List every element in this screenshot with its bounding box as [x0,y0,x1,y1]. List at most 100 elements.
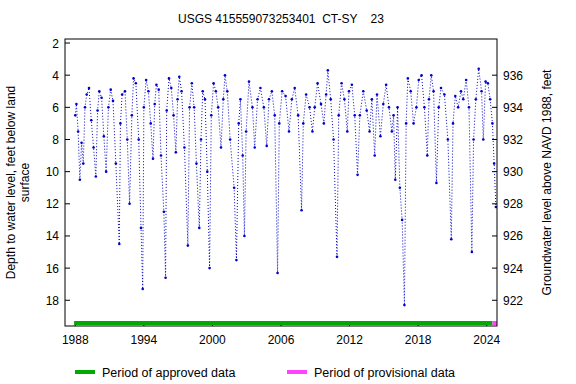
data-point [487,82,490,85]
data-point [472,138,475,141]
y-tick [65,300,70,301]
plot-frame [65,39,497,326]
data-point [77,130,80,133]
y-tick [65,139,70,140]
data-point [337,114,340,117]
y-tick-label: 10 [46,165,60,179]
data-point [95,175,98,178]
data-point [491,122,494,125]
data-point [426,154,429,157]
y-tick [65,235,70,236]
data-point [417,79,420,82]
data-point [200,138,203,141]
data-point [450,238,453,241]
y-tick-label: 18 [46,294,60,308]
data-point [462,98,465,101]
data-point [452,122,455,125]
background [0,0,576,384]
data-point [206,170,209,173]
data-point [198,227,201,230]
data-point [454,95,457,98]
y-tick [65,43,70,44]
y-axis-label: Depth to water level, feet below land [4,86,18,279]
data-point [248,80,251,83]
title: USGS 415559073253401 CT-SY 23 [178,12,384,26]
data-point [308,106,311,109]
data-point [191,82,194,85]
data-point [147,90,150,93]
data-point [396,106,399,109]
data-point [423,106,426,109]
data-point [175,151,178,154]
data-point [251,106,254,109]
data-point [118,243,121,246]
data-point [121,93,124,96]
data-point [233,186,236,189]
data-point [105,170,108,173]
data-point [141,288,144,291]
data-point [183,146,186,149]
data-point [98,90,101,93]
data-point [482,138,485,141]
data-point [293,87,296,90]
data-point [79,178,82,181]
data-point [259,87,262,90]
data-point [172,114,175,117]
data-point [403,304,406,307]
data-point [412,122,415,125]
data-point [212,82,215,85]
data-point [239,98,242,101]
data-point [340,82,343,85]
data-point [84,106,87,109]
y-tick [65,107,70,108]
legend-label: Period of provisional data [314,366,455,380]
data-point [109,88,112,91]
data-point [217,106,220,109]
y-tick-label: 8 [52,133,59,147]
data-point [119,122,122,125]
data-point [484,80,487,83]
data-point [302,122,305,125]
data-point [376,93,379,96]
data-point [112,100,115,103]
legend-label: Period of approved data [102,366,235,380]
data-point [297,114,300,117]
y2-tick [492,235,497,236]
x-tick-label: 2012 [336,333,363,347]
data-point [153,103,156,106]
data-point [288,130,291,133]
y2-tick-label: 934 [503,101,523,115]
data-point [329,98,332,101]
data-point [353,114,356,117]
data-point [131,114,134,117]
data-point [351,84,354,87]
data-point [135,82,138,85]
data-point [471,251,474,254]
data-point [126,138,129,141]
data-point [493,162,496,165]
y2-tick-label: 922 [503,294,523,308]
data-point [140,227,143,230]
data-point [128,203,131,206]
data-point [428,98,431,101]
y-tick [65,75,70,76]
data-point [346,130,349,133]
data-point [409,90,412,93]
data-point [157,88,160,91]
series-line [75,69,496,305]
y2-tick-label: 926 [503,229,523,243]
data-point [343,98,346,101]
y2-tick-label: 936 [503,69,523,83]
data-point [356,174,359,177]
data-point [276,272,279,275]
y2-axis-label: Groundwater level above NAVD 1988, feet [540,69,554,296]
data-point [176,98,179,101]
data-point [401,219,404,222]
y2-tick [492,139,497,140]
data-point [435,182,438,185]
data-point [145,79,148,82]
data-point [415,106,418,109]
chart: USGS 415559073253401 CT-SY 23 Depth to wa… [0,0,576,384]
data-point [160,154,163,157]
data-point [325,93,328,96]
